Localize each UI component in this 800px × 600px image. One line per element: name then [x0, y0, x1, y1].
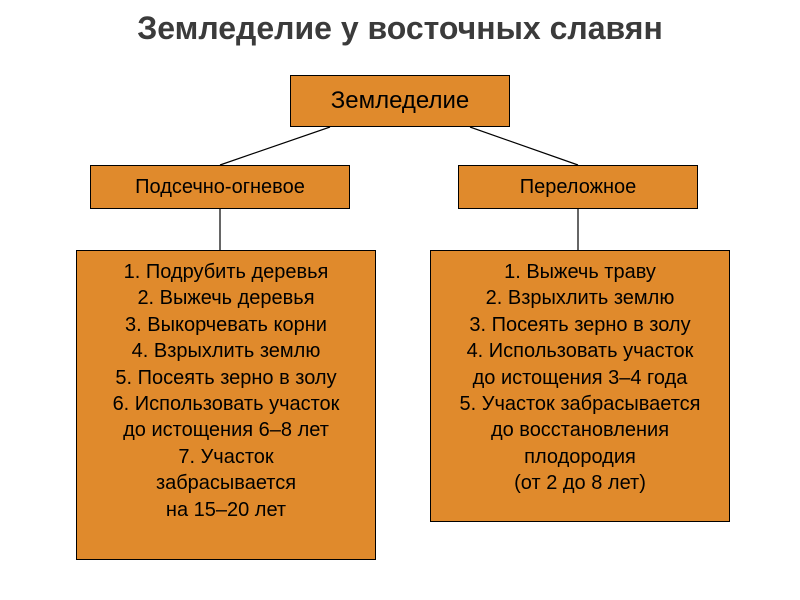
- step-line: плодородия: [445, 444, 715, 470]
- child-node-right-label: Переложное: [459, 170, 697, 205]
- child-node-right: Переложное: [458, 165, 698, 209]
- step-line: до истощения 3–4 года: [445, 365, 715, 391]
- step-line: до истощения 6–8 лет: [91, 417, 361, 443]
- step-line: 2. Выжечь деревья: [91, 285, 361, 311]
- step-line: 6. Использовать участок: [91, 391, 361, 417]
- step-line: 5. Посеять зерно в золу: [91, 365, 361, 391]
- step-line: 4. Использовать участок: [445, 338, 715, 364]
- step-line: на 15–20 лет: [91, 497, 361, 523]
- steps-box-right: 1. Выжечь траву2. Взрыхлить землю3. Посе…: [430, 250, 730, 522]
- step-line: 5. Участок забрасывается: [445, 391, 715, 417]
- step-line: 3. Выкорчевать корни: [91, 312, 361, 338]
- step-line: 3. Посеять зерно в золу: [445, 312, 715, 338]
- child-node-left-label: Подсечно-огневое: [91, 170, 349, 205]
- steps-box-left: 1. Подрубить деревья2. Выжечь деревья3. …: [76, 250, 376, 560]
- step-line: 4. Взрыхлить землю: [91, 338, 361, 364]
- child-node-left: Подсечно-огневое: [90, 165, 350, 209]
- step-line: 1. Выжечь траву: [445, 259, 715, 285]
- step-line: 7. Участок: [91, 444, 361, 470]
- step-line: до восстановления: [445, 417, 715, 443]
- page-title: Земледелие у восточных славян: [0, 10, 800, 47]
- step-line: (от 2 до 8 лет): [445, 470, 715, 496]
- step-line: 1. Подрубить деревья: [91, 259, 361, 285]
- step-line: забрасывается: [91, 470, 361, 496]
- root-node: Земледелие: [290, 75, 510, 127]
- root-node-label: Земледелие: [291, 81, 509, 121]
- step-line: 2. Взрыхлить землю: [445, 285, 715, 311]
